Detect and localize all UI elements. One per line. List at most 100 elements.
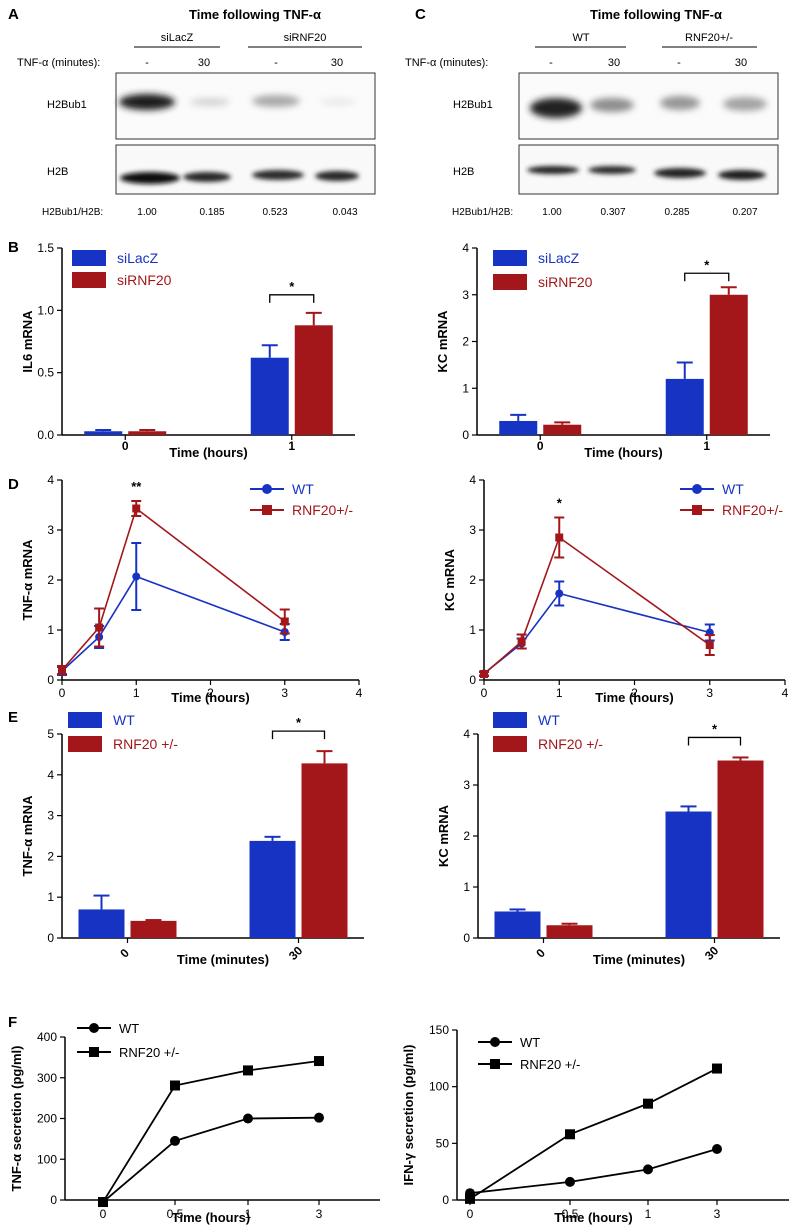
chart-d2-point-rnf20- [555, 533, 564, 542]
blot-c-treatment-label: TNF-α (minutes): [405, 57, 488, 69]
chart-f-x-tick-label: 1 [245, 1207, 252, 1221]
chart-c-significance-label: * [704, 257, 710, 272]
chart-f-line-wt [102, 1116, 320, 1203]
chart-d2-legend-marker-wt [692, 484, 702, 494]
chart-e-legend-label: RNF20 +/- [113, 736, 178, 752]
chart-f2-x-tick-label: 0 [467, 1207, 474, 1221]
chart-c: 0 1 2 3 4 KC mRNA Time (hours) 0 1 * siLacZ siRNF20 [435, 241, 770, 460]
chart-c-y-tick-label: 3 [462, 288, 469, 302]
blot-c-group-1: WT [572, 32, 589, 44]
chart-b-y-tick-label: 1.0 [37, 303, 54, 317]
blot-a: Time following TNF-α siLacZ siRNF20 TNF-… [17, 7, 376, 218]
chart-e2-bar-rnf20- [717, 760, 764, 938]
chart-f-legend-label: WT [119, 1021, 139, 1036]
chart-f2-legend-label: RNF20 +/- [520, 1057, 580, 1072]
blot-a-ratio-2: 0.185 [199, 207, 224, 218]
chart-d2-y-label: KC mRNA [442, 548, 457, 611]
chart-e-y-tick-label: 5 [47, 727, 54, 741]
chart-e2-legend-label: RNF20 +/- [538, 736, 603, 752]
blot-a-group-2: siRNF20 [284, 32, 327, 44]
chart-e2-y-tick-label: 2 [463, 829, 470, 843]
chart-d2-y-tick-label: 2 [469, 573, 476, 587]
blot-c-band [530, 98, 582, 118]
blot-a-ratio-3: 0.523 [262, 207, 287, 218]
chart-e2-y-tick-label: 1 [463, 880, 470, 894]
chart-b-significance-bracket [269, 294, 315, 303]
chart-e-bar-rnf20- [301, 763, 348, 938]
chart-b-legend-label: siRNF20 [117, 272, 172, 288]
chart-f2-point-rnf20- [465, 1193, 475, 1204]
chart-e2-x-label: Time (minutes) [593, 952, 685, 967]
chart-d2-legend-label: WT [722, 481, 744, 497]
chart-d-y-tick-label: 2 [47, 573, 54, 587]
chart-d2-y-tick-label: 4 [469, 473, 476, 487]
chart-f2-x-tick-label: 1 [645, 1207, 652, 1221]
blot-c-band [654, 168, 706, 178]
blot-c-band [723, 97, 767, 111]
chart-c-y-tick-label: 4 [462, 241, 469, 255]
chart-d2-x-tick-label: 3 [706, 686, 713, 700]
blot-a-lane-3: - [274, 57, 278, 69]
chart-e-x-tick-label: 30 [286, 943, 306, 963]
chart-d-line-rnf20- [61, 507, 286, 671]
chart-f2-point-rnf20- [565, 1129, 575, 1140]
chart-c-bar-sirnf20 [709, 294, 748, 435]
chart-f2-legend-marker-rnf20- [490, 1059, 500, 1069]
panel-letter-d: D [8, 476, 19, 493]
chart-d-y-tick-label: 4 [47, 473, 54, 487]
chart-e2-y-tick-label: 4 [463, 727, 470, 741]
blot-c-lane-1: - [549, 57, 553, 69]
chart-d-significance-label: ** [131, 479, 142, 494]
chart-e: 0 1 2 3 4 5 TNF-α mRNA Time (minutes) 0 30 * WT RNF2… [20, 712, 364, 967]
chart-d2-x-tick-label: 0 [481, 686, 488, 700]
chart-d-x-tick-label: 1 [133, 686, 140, 700]
chart-d-x-tick-label: 2 [207, 686, 214, 700]
chart-e-x-tick-label: 0 [117, 946, 132, 961]
blot-c-band [588, 166, 636, 174]
blot-c-ratio-3: 0.285 [664, 207, 689, 218]
chart-d: 0 1 2 3 4 TNF-α mRNA Time (hours) 0 1 2 3 4 ** WT RNF2… [20, 473, 363, 705]
chart-f: 0 100 200 300 400 TNF-α secretion (pg/ml) Time… [9, 1021, 380, 1225]
chart-d-y-tick-label: 0 [47, 673, 54, 687]
blot-c-group-2: RNF20+/- [685, 32, 733, 44]
chart-c-y-tick-label: 0 [462, 428, 469, 442]
chart-b-bar-sirnf20 [294, 325, 333, 435]
chart-d-x-tick-label: 4 [356, 686, 363, 700]
chart-f-legend-label: RNF20 +/- [119, 1045, 179, 1060]
blot-c-ratio-label: H2Bub1/H2B: [452, 207, 513, 218]
chart-f2-legend-marker-wt [490, 1037, 500, 1047]
chart-d-line-wt [61, 575, 286, 672]
chart-b-y-tick-label: 0.5 [37, 366, 54, 380]
chart-f2-y-label: IFN-γ secretion (pg/ml) [401, 1045, 416, 1186]
blot-a-band [252, 95, 300, 107]
blot-a-h2b-membrane [115, 144, 376, 195]
blot-c-lane-4: 30 [735, 57, 747, 69]
chart-e-significance-label: * [296, 715, 302, 730]
blot-a-lane-2: 30 [198, 57, 210, 69]
chart-c-y-tick-label: 1 [462, 381, 469, 395]
panel-letter-b: B [8, 239, 19, 256]
chart-e2-x-tick-label: 0 [533, 946, 548, 961]
chart-d-x-tick-label: 0 [59, 686, 66, 700]
chart-c-bar-silacz [499, 420, 538, 435]
chart-e-y-tick-label: 0 [47, 931, 54, 945]
chart-c-bar-sirnf20 [543, 424, 582, 435]
chart-d2-point-rnf20- [480, 670, 488, 678]
chart-c-legend-swatch [493, 250, 527, 266]
chart-d2-line-rnf20- [483, 536, 711, 675]
chart-e2-bar-wt [665, 811, 712, 938]
chart-e-y-label: TNF-α mRNA [20, 795, 35, 877]
blot-a-row-1-label: H2Bub1 [47, 99, 87, 111]
chart-c-x-tick-label: 0 [537, 439, 544, 453]
chart-e-legend-swatch [68, 712, 102, 728]
chart-f2-point-wt [643, 1164, 653, 1175]
chart-f-line-rnf20- [102, 1060, 320, 1203]
chart-b-y-tick-label: 1.5 [37, 241, 54, 255]
chart-b-x-label: Time (hours) [169, 445, 248, 460]
blot-c: Time following TNF-α WT RNF20+/- TNF-α (… [405, 7, 779, 218]
chart-e2-significance-bracket [687, 736, 742, 746]
blot-c-ratio-4: 0.207 [732, 207, 757, 218]
chart-c-legend-label: siLacZ [538, 250, 580, 266]
chart-e2-bar-wt [494, 911, 541, 938]
panel-letter-e: E [8, 709, 18, 726]
